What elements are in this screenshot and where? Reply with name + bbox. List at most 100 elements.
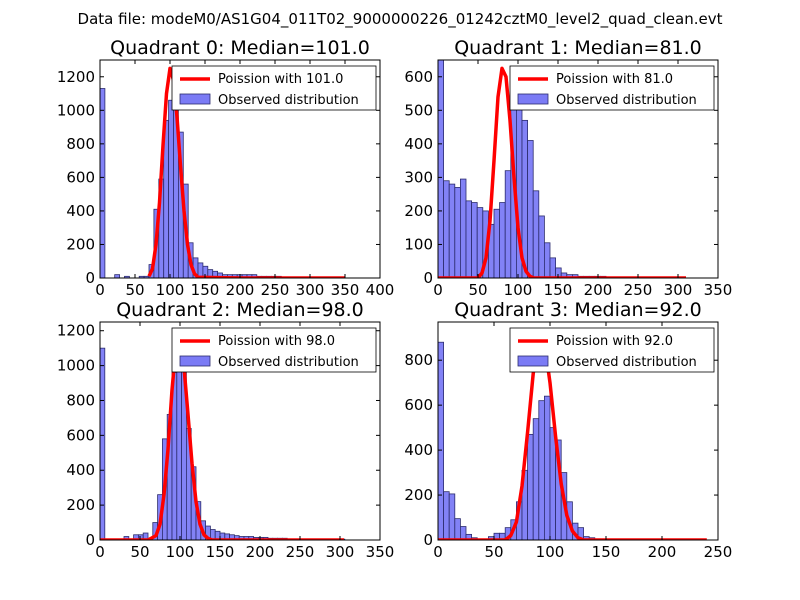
- y-tick-label: 400: [404, 135, 433, 153]
- x-tick-label: 0: [95, 281, 105, 299]
- x-tick-label: 250: [704, 543, 733, 561]
- y-tick-label: 1000: [57, 357, 95, 375]
- legend-hist-swatch: [179, 93, 211, 105]
- y-tick-label: 1000: [57, 101, 95, 119]
- legend: Poission with 81.0 Observed distribution: [509, 65, 715, 111]
- legend: Poission with 92.0 Observed distribution: [509, 327, 715, 373]
- x-tick-label: 400: [366, 281, 395, 299]
- y-tick-label: 600: [404, 396, 433, 414]
- x-tick-label: 200: [648, 543, 677, 561]
- x-tick-label: 150: [592, 543, 621, 561]
- legend: Poission with 98.0 Observed distribution: [171, 327, 377, 373]
- histogram-bar: [465, 533, 472, 540]
- histogram-bar: [532, 418, 540, 540]
- histogram-bar: [527, 433, 534, 540]
- x-tick-label: 50: [130, 543, 149, 561]
- subplot-quadrant-3: Quadrant 3: Median=92.0 0 50 100 150 200 250 0 2…: [404, 299, 732, 561]
- y-tick-label: 600: [66, 426, 95, 444]
- y-tick-label: 200: [404, 202, 433, 220]
- poisson-line: [147, 66, 345, 278]
- x-tick-label: 200: [246, 543, 275, 561]
- histogram-bar: [493, 208, 500, 278]
- x-tick-label: 350: [366, 543, 395, 561]
- x-tick-label: 0: [433, 281, 443, 299]
- x-tick-label: 50: [125, 281, 144, 299]
- x-tick-label: 300: [296, 281, 325, 299]
- histogram-bars: [438, 60, 607, 278]
- x-tick-label: 250: [261, 281, 290, 299]
- legend-hist-label: Observed distribution: [556, 93, 697, 108]
- y-tick-label: 400: [66, 461, 95, 479]
- legend-hist-label: Observed distribution: [556, 355, 697, 370]
- x-tick-label: 100: [536, 543, 565, 561]
- axes-frame: [99, 321, 381, 541]
- x-tick-label: 100: [166, 543, 195, 561]
- legend-line-label: Poission with 101.0: [218, 72, 343, 87]
- x-tick-label: 50: [468, 281, 487, 299]
- y-tick-label: 500: [404, 101, 433, 119]
- subplot-title: Quadrant 0: Median=101.0: [110, 37, 370, 59]
- x-tick-label: 50: [484, 543, 503, 561]
- legend-frame: [509, 65, 715, 111]
- histogram-bar: [538, 215, 545, 278]
- subplot-quadrant-2: Quadrant 2: Median=98.0 0 50 100 150 200 250 30…: [57, 299, 395, 561]
- y-tick-label: 0: [85, 531, 95, 549]
- poisson-line: [438, 66, 686, 278]
- y-tick-label: 0: [423, 531, 433, 549]
- subplot-quadrant-0: Quadrant 0: Median=101.0 0 50 100 150 200 250 3…: [57, 37, 395, 299]
- x-tick-label: 150: [544, 281, 573, 299]
- histogram-bar: [465, 200, 472, 278]
- subplot-grid: Quadrant 0: Median=101.0 0 50 100 150 200 250 3…: [57, 37, 733, 561]
- x-tick-label: 100: [504, 281, 533, 299]
- y-tick-label: 800: [66, 391, 95, 409]
- subplot-title: Quadrant 3: Median=92.0: [454, 299, 702, 321]
- y-tick-label: 200: [66, 235, 95, 253]
- y-tick-label: 400: [404, 441, 433, 459]
- x-tick-label: 0: [95, 543, 105, 561]
- y-tick-label: 0: [423, 269, 433, 287]
- legend-hist-swatch: [517, 355, 549, 367]
- histogram-bar: [459, 178, 467, 278]
- histogram-bar: [100, 88, 106, 278]
- subplot-quadrant-1: Quadrant 1: Median=81.0 0 50 100 150 200 250 30…: [404, 37, 732, 299]
- histogram-bar: [504, 170, 512, 278]
- y-tick-label: 400: [66, 202, 95, 220]
- histogram-bar: [544, 242, 551, 278]
- legend-line-label: Poission with 81.0: [556, 72, 673, 87]
- subplot-title: Quadrant 2: Median=98.0: [116, 299, 364, 321]
- histogram-bar: [448, 183, 456, 278]
- x-tick-label: 350: [331, 281, 360, 299]
- axes-frame: [437, 59, 719, 279]
- y-tick-label: 800: [404, 351, 433, 369]
- histogram-bar: [443, 180, 450, 278]
- histogram-bar: [454, 187, 461, 278]
- legend-line-label: Poission with 92.0: [556, 334, 673, 349]
- histogram-bar: [459, 526, 467, 540]
- y-tick-label: 100: [404, 235, 433, 253]
- legend-hist-swatch: [179, 355, 211, 367]
- x-tick-label: 250: [624, 281, 653, 299]
- legend-hist-swatch: [517, 93, 549, 105]
- x-tick-label: 100: [156, 281, 185, 299]
- y-tick-label: 200: [66, 496, 95, 514]
- axes-frame: [437, 321, 719, 541]
- x-tick-label: 0: [433, 543, 443, 561]
- x-tick-label: 200: [584, 281, 613, 299]
- histogram-bar: [549, 427, 556, 540]
- histogram-bar: [438, 60, 444, 278]
- x-tick-label: 250: [286, 543, 315, 561]
- y-tick-label: 600: [404, 68, 433, 86]
- y-tick-label: 0: [85, 269, 95, 287]
- legend: Poission with 101.0 Observed distribution: [171, 65, 377, 111]
- histogram-bar: [544, 395, 551, 540]
- histogram-bar: [454, 518, 461, 540]
- y-tick-label: 300: [404, 168, 433, 186]
- y-tick-label: 200: [404, 486, 433, 504]
- histogram-bar: [443, 491, 450, 540]
- x-tick-label: 350: [704, 281, 733, 299]
- legend-line-label: Poission with 98.0: [218, 334, 335, 349]
- x-tick-label: 300: [664, 281, 693, 299]
- x-tick-label: 150: [191, 281, 220, 299]
- histogram-bar: [471, 202, 478, 278]
